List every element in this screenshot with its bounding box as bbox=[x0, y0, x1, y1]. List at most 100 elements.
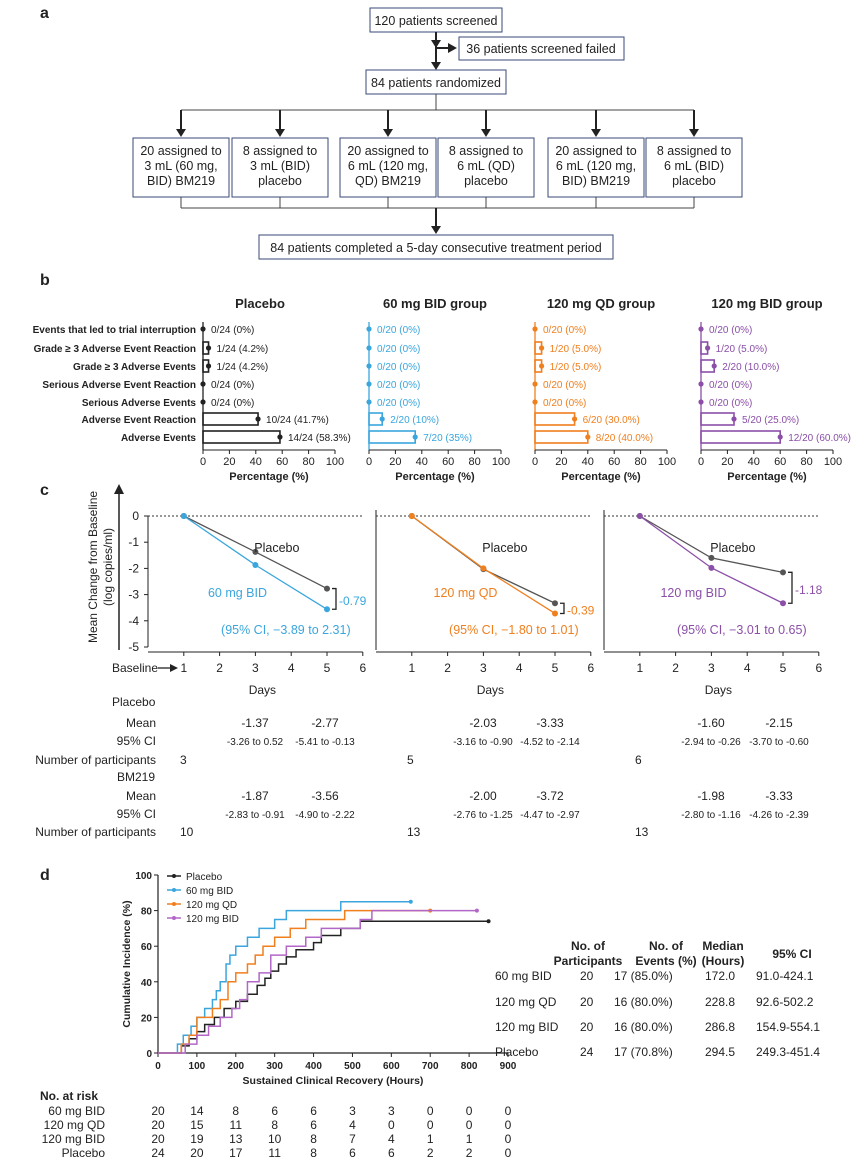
c-stats-bm-ci-1-0: -2.76 to -1.25 bbox=[453, 810, 513, 821]
d-ytick-label-4: 80 bbox=[141, 907, 153, 918]
d-table-cell-1-1: 20 bbox=[580, 995, 594, 1009]
ae-point-2-1 bbox=[539, 345, 545, 351]
at-risk-value-0-3: 6 bbox=[271, 1104, 278, 1118]
d-xtick-label-3: 300 bbox=[266, 1061, 283, 1072]
c-stats-placebo-mean-label: Mean bbox=[126, 716, 156, 730]
c-point-drug-1-2 bbox=[552, 610, 558, 617]
d-series-2 bbox=[158, 909, 431, 1054]
at-risk-value-2-4: 8 bbox=[310, 1132, 317, 1146]
c-stats-bm-mean-1-0: -2.00 bbox=[469, 789, 497, 803]
arrow-arm-1-head bbox=[275, 129, 285, 137]
arrow-arm-3-head bbox=[481, 129, 491, 137]
c-stats-bm-ci-1-1: -4.47 to -2.97 bbox=[520, 810, 580, 821]
ae-point-0-0 bbox=[200, 326, 206, 332]
d-table-cell-2-0: 120 mg BID bbox=[495, 1020, 559, 1034]
box-arm-2-line-1: 6 mL (120 mg, bbox=[348, 159, 428, 173]
c-stats-bm-n-label: Number of participants bbox=[35, 825, 156, 839]
c-stats-bm-mean-0-0: -1.87 bbox=[241, 789, 269, 803]
d-ytick-label-3: 60 bbox=[141, 942, 153, 953]
at-risk-value-2-6: 4 bbox=[388, 1132, 395, 1146]
ae-value-label-3-1: 1/20 (5.0%) bbox=[716, 344, 768, 355]
c-xtick-label-1-1: 1 bbox=[408, 661, 415, 675]
ae-xtick-label-2-4: 80 bbox=[634, 456, 646, 468]
ae-xtick-label-2-5: 100 bbox=[658, 456, 676, 468]
c-xtick-label-0-3: 3 bbox=[252, 661, 259, 675]
ae-category-6: Adverse Events bbox=[121, 433, 196, 444]
box-arm-0-line-0: 20 assigned to bbox=[140, 144, 221, 158]
box-arm-5-line-0: 8 assigned to bbox=[657, 144, 731, 158]
c-baseline-label: Baseline bbox=[112, 661, 158, 675]
d-table-cell-1-3: 228.8 bbox=[705, 995, 735, 1009]
at-risk-value-0-5: 3 bbox=[349, 1104, 356, 1118]
box-arm-1-line-2: placebo bbox=[258, 174, 302, 188]
d-ytick-label-2: 40 bbox=[141, 978, 153, 989]
ae-point-3-1 bbox=[705, 345, 711, 351]
ae-panel-title-3: 120 mg BID group bbox=[711, 296, 822, 311]
at-risk-label-1: 120 mg QD bbox=[44, 1118, 106, 1132]
c-xlabel-2: Days bbox=[705, 683, 732, 697]
c-stats-pl-ci-0-1: -5.41 to -0.13 bbox=[295, 737, 355, 748]
ae-point-0-6 bbox=[277, 434, 283, 440]
ae-xtick-label-0-2: 40 bbox=[250, 456, 262, 468]
c-xtick-label-2-4: 4 bbox=[744, 661, 751, 675]
d-table-cell-2-3: 286.8 bbox=[705, 1020, 735, 1034]
c-ylabel-unit: (log copies/ml) bbox=[101, 528, 115, 606]
c-stats-bm-n-1: 13 bbox=[407, 825, 421, 839]
d-xtick-label-4: 400 bbox=[305, 1061, 322, 1072]
c-ylabel: Mean Change from Baseline bbox=[86, 491, 100, 643]
box-arm-5-line-1: 6 mL (BID) bbox=[664, 159, 724, 173]
d-table-cell-0-3: 172.0 bbox=[705, 969, 735, 983]
c-point-placebo-0-1 bbox=[252, 548, 259, 555]
ae-value-label-2-6: 8/20 (40.0%) bbox=[596, 433, 653, 444]
d-table-cell-1-2: 16 (80.0%) bbox=[614, 995, 673, 1009]
at-risk-value-3-8: 2 bbox=[466, 1146, 473, 1160]
d-xtick-label-8: 800 bbox=[461, 1061, 478, 1072]
box-completed bbox=[258, 234, 614, 260]
c-xtick-label-0-6: 6 bbox=[359, 661, 366, 675]
ae-xtick-label-3-5: 100 bbox=[824, 456, 842, 468]
box-arm-4-line-2: BID) BM219 bbox=[562, 174, 630, 188]
ae-xtick-label-0-5: 100 bbox=[326, 456, 344, 468]
c-drug-name-2: 120 mg BID bbox=[660, 586, 726, 600]
d-table-cell-2-2: 16 (80.0%) bbox=[614, 1020, 673, 1034]
ae-value-label-2-1: 1/20 (5.0%) bbox=[550, 344, 602, 355]
ae-bar-1-6 bbox=[368, 430, 417, 444]
c-stats-bm-n-2: 13 bbox=[635, 825, 649, 839]
ae-point-2-5 bbox=[572, 416, 578, 422]
ae-xtick-label-1-1: 20 bbox=[389, 456, 401, 468]
d-table-cell-3-0: Placebo bbox=[495, 1045, 539, 1059]
c-point-drug-2-0 bbox=[636, 513, 643, 519]
ae-value-label-1-0: 0/20 (0%) bbox=[377, 325, 420, 336]
c-ytick-label-3: -3 bbox=[128, 588, 139, 602]
ae-point-3-3 bbox=[698, 381, 704, 387]
d-xtick-label-7: 700 bbox=[422, 1061, 439, 1072]
c-xtick-label-2-2: 2 bbox=[672, 661, 679, 675]
arrow-to-completed-head bbox=[431, 226, 441, 234]
noop-head bbox=[431, 40, 441, 48]
box-randomized-text: 84 patients randomized bbox=[371, 76, 501, 90]
c-xtick-label-1-4: 4 bbox=[516, 661, 523, 675]
ae-xlabel-2: Percentage (%) bbox=[561, 471, 641, 483]
d-legend-marker-1 bbox=[172, 888, 176, 892]
ae-point-1-0 bbox=[366, 326, 372, 332]
ae-xtick-label-3-3: 60 bbox=[774, 456, 786, 468]
ae-value-label-1-5: 2/20 (10%) bbox=[390, 415, 439, 426]
ae-value-label-0-6: 14/24 (58.3%) bbox=[288, 433, 351, 444]
c-xtick-label-1-3: 3 bbox=[480, 661, 487, 675]
c-baseline-arrow-head bbox=[170, 664, 178, 672]
at-risk-value-3-5: 6 bbox=[349, 1146, 356, 1160]
box-arm-4-line-0: 20 assigned to bbox=[555, 144, 636, 158]
d-table-cell-3-4: 249.3-451.4 bbox=[756, 1045, 820, 1059]
c-stats-pl-mean-0-0: -1.37 bbox=[241, 716, 269, 730]
c-xtick-label-2-3: 3 bbox=[708, 661, 715, 675]
box-arm-4-line-1: 6 mL (120 mg, bbox=[556, 159, 636, 173]
at-risk-value-2-8: 1 bbox=[466, 1132, 473, 1146]
d-ytick-label-5: 100 bbox=[135, 871, 152, 882]
ae-value-label-2-5: 6/20 (30.0%) bbox=[583, 415, 640, 426]
ae-value-label-0-2: 1/24 (4.2%) bbox=[217, 362, 269, 373]
c-stats-bm-n-0: 10 bbox=[180, 825, 194, 839]
c-xtick-label-0-4: 4 bbox=[288, 661, 295, 675]
c-stats-pl-ci-0-0: -3.26 to 0.52 bbox=[227, 737, 284, 748]
at-risk-value-1-6: 0 bbox=[388, 1118, 395, 1132]
ae-value-label-0-5: 10/24 (41.7%) bbox=[266, 415, 329, 426]
